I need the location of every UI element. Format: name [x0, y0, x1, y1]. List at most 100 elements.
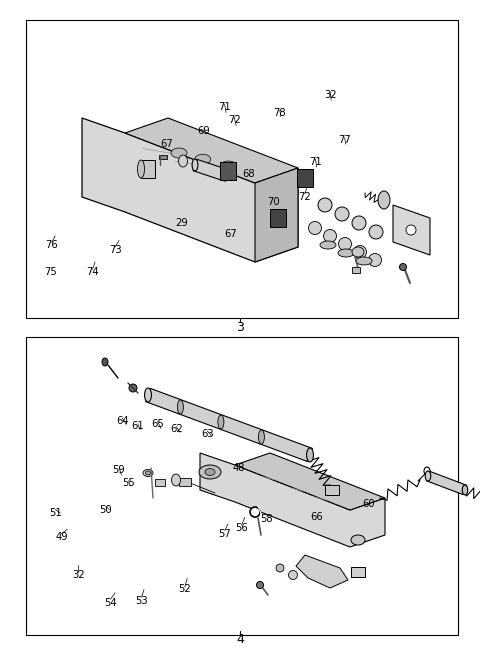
Ellipse shape: [338, 249, 354, 257]
Ellipse shape: [318, 198, 332, 212]
Polygon shape: [393, 205, 430, 255]
Text: 76: 76: [46, 240, 58, 250]
Text: 65: 65: [151, 419, 164, 429]
Ellipse shape: [288, 571, 298, 580]
Text: 77: 77: [338, 135, 351, 145]
Bar: [297, 169, 313, 187]
Ellipse shape: [320, 241, 336, 249]
Text: 67: 67: [224, 229, 237, 239]
Ellipse shape: [144, 388, 151, 402]
Polygon shape: [145, 388, 312, 462]
Ellipse shape: [276, 564, 284, 572]
Ellipse shape: [199, 465, 221, 479]
Polygon shape: [82, 118, 298, 262]
Polygon shape: [426, 472, 467, 495]
Ellipse shape: [335, 207, 349, 221]
Ellipse shape: [258, 430, 264, 444]
Text: 74: 74: [86, 267, 99, 277]
Text: 49: 49: [55, 532, 68, 542]
Bar: [352, 267, 360, 273]
Ellipse shape: [192, 159, 198, 171]
Text: 61: 61: [132, 421, 144, 432]
Text: 70: 70: [267, 196, 280, 207]
Ellipse shape: [309, 221, 322, 234]
Ellipse shape: [307, 448, 313, 462]
Text: 69: 69: [198, 126, 210, 136]
Text: 48: 48: [233, 462, 245, 473]
Ellipse shape: [256, 582, 264, 588]
Ellipse shape: [218, 415, 224, 429]
Ellipse shape: [171, 474, 180, 486]
Text: 53: 53: [135, 595, 148, 606]
Text: 72: 72: [228, 115, 240, 125]
Ellipse shape: [378, 191, 390, 209]
Text: 51: 51: [49, 508, 61, 518]
Ellipse shape: [250, 507, 260, 517]
Text: 62: 62: [170, 424, 182, 434]
Text: 59: 59: [113, 465, 125, 476]
Bar: [270, 209, 286, 227]
Polygon shape: [125, 118, 298, 183]
Text: 67: 67: [161, 139, 173, 149]
Ellipse shape: [179, 155, 188, 167]
Text: 73: 73: [109, 244, 121, 255]
Bar: [179, 478, 191, 486]
Text: 75: 75: [44, 267, 57, 277]
Polygon shape: [255, 168, 298, 262]
Ellipse shape: [222, 169, 228, 181]
Ellipse shape: [145, 471, 151, 475]
Text: 54: 54: [104, 597, 117, 608]
Text: 32: 32: [324, 90, 336, 100]
Ellipse shape: [220, 161, 236, 171]
Bar: [26, 337, 458, 635]
Ellipse shape: [351, 535, 365, 545]
Ellipse shape: [129, 384, 137, 392]
Text: 57: 57: [218, 529, 231, 539]
Ellipse shape: [352, 247, 364, 257]
Bar: [155, 479, 165, 485]
Bar: [26, 20, 458, 318]
Text: 52: 52: [179, 584, 191, 595]
Text: 72: 72: [299, 191, 311, 202]
Bar: [159, 155, 167, 159]
Text: 63: 63: [201, 428, 214, 439]
Text: 66: 66: [311, 512, 323, 523]
Ellipse shape: [406, 225, 416, 235]
Text: 4: 4: [236, 633, 244, 646]
Bar: [141, 160, 155, 178]
Text: 3: 3: [236, 321, 244, 334]
Text: 60: 60: [362, 499, 375, 510]
Text: 58: 58: [261, 514, 273, 525]
Text: 55: 55: [122, 478, 135, 489]
Ellipse shape: [324, 229, 336, 242]
Text: 71: 71: [218, 102, 231, 112]
Text: 50: 50: [99, 504, 112, 515]
Polygon shape: [235, 453, 385, 510]
Polygon shape: [200, 453, 385, 547]
Ellipse shape: [171, 148, 187, 158]
Text: 78: 78: [274, 107, 286, 118]
Ellipse shape: [137, 160, 144, 178]
Bar: [220, 162, 236, 180]
Ellipse shape: [369, 253, 382, 267]
Text: 56: 56: [235, 523, 248, 533]
Ellipse shape: [195, 154, 211, 164]
Ellipse shape: [425, 471, 431, 481]
Bar: [325, 485, 339, 495]
Ellipse shape: [205, 468, 215, 476]
Text: 71: 71: [309, 157, 322, 167]
Ellipse shape: [102, 358, 108, 366]
Text: 64: 64: [116, 415, 129, 426]
Ellipse shape: [356, 257, 372, 265]
Text: 68: 68: [242, 168, 255, 179]
Ellipse shape: [178, 400, 183, 414]
Polygon shape: [296, 555, 348, 588]
Polygon shape: [193, 159, 227, 181]
Ellipse shape: [369, 225, 383, 239]
Ellipse shape: [462, 485, 468, 495]
Ellipse shape: [399, 263, 407, 271]
Ellipse shape: [353, 246, 367, 259]
Text: 32: 32: [72, 570, 84, 580]
Text: 29: 29: [175, 217, 188, 228]
Ellipse shape: [424, 467, 430, 475]
